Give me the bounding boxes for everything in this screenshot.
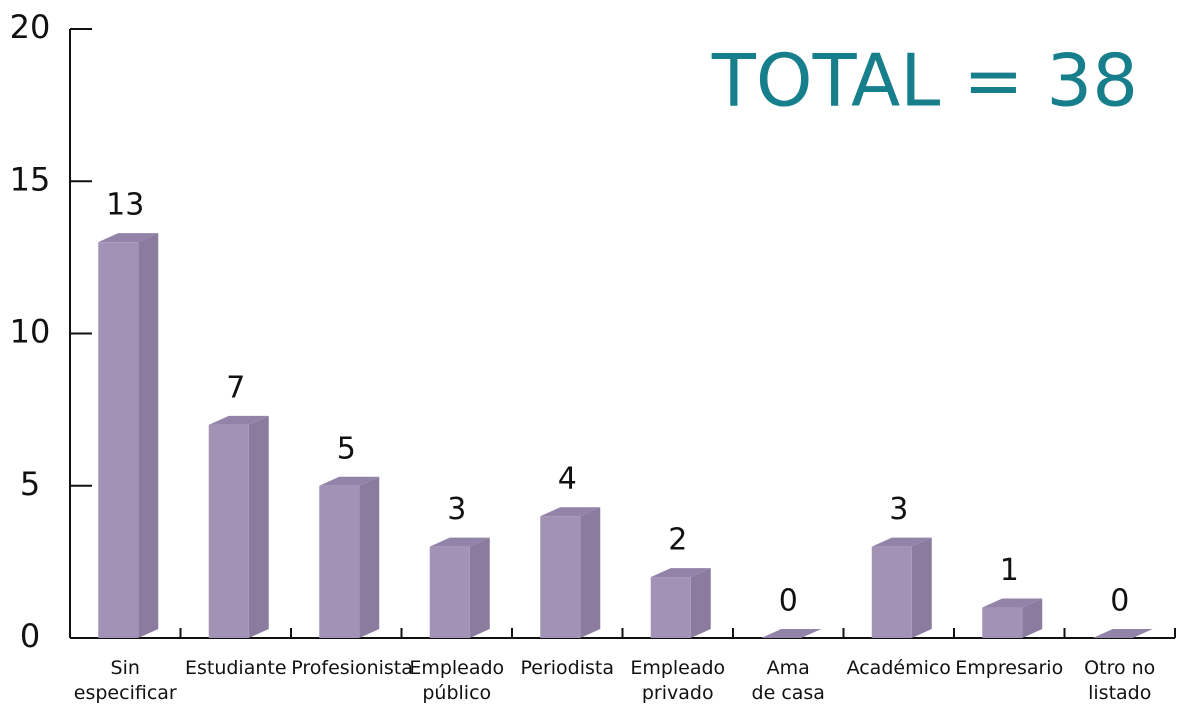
bar	[319, 485, 360, 638]
bar-side	[580, 507, 601, 638]
bar-side	[911, 537, 932, 638]
value-label: 2	[668, 523, 687, 558]
bar-top	[208, 415, 269, 425]
bar	[98, 242, 139, 638]
value-label: 3	[447, 492, 466, 527]
value-label: 1	[1000, 553, 1019, 588]
bar-side	[359, 476, 380, 638]
bar-top	[1092, 629, 1153, 638]
value-label: 3	[889, 492, 908, 527]
y-tick-label: 10	[10, 313, 51, 351]
bar-top	[540, 507, 601, 517]
x-tick-label: Empresario	[955, 657, 1064, 679]
y-tick-label: 0	[20, 617, 40, 655]
bar-top	[98, 233, 159, 243]
bar-top	[319, 476, 380, 486]
x-tick-label: Ama de casa	[751, 657, 825, 704]
value-label: 13	[106, 188, 144, 223]
x-tick-label: Otro no listado	[1084, 657, 1156, 704]
value-label: 0	[1110, 584, 1129, 619]
x-tick-label: Académico	[846, 657, 951, 679]
bar	[871, 546, 912, 638]
y-tick-label: 20	[10, 8, 51, 46]
x-tick-label: Profesionista	[291, 657, 413, 679]
x-tick-label: Empleado privado	[630, 657, 726, 704]
x-tick-label: Empleado público	[409, 657, 505, 704]
x-tick-label: Estudiante	[184, 657, 287, 679]
bar	[208, 424, 249, 638]
bar-side	[138, 233, 159, 638]
bar	[540, 516, 581, 638]
value-label: 4	[558, 462, 577, 497]
x-tick-label: Sin especificar	[73, 657, 177, 704]
y-tick-label: 15	[10, 160, 51, 198]
x-tick-label: Periodista	[520, 657, 614, 679]
bar-top	[650, 568, 711, 578]
bar-top	[871, 537, 932, 547]
bar	[650, 577, 691, 638]
bar-side	[248, 415, 269, 638]
y-tick-label: 5	[20, 465, 40, 503]
bar-side	[690, 568, 711, 638]
value-label: 7	[226, 370, 245, 405]
total-annotation: TOTAL = 38	[711, 39, 1138, 123]
bar	[982, 607, 1023, 638]
value-label: 0	[779, 584, 798, 619]
bar-top	[429, 537, 490, 547]
bar	[429, 546, 470, 638]
bar-side	[1022, 598, 1043, 638]
bar-side	[469, 537, 490, 638]
value-label: 5	[337, 431, 356, 466]
bar-top	[982, 598, 1043, 608]
bar-top	[761, 629, 822, 638]
